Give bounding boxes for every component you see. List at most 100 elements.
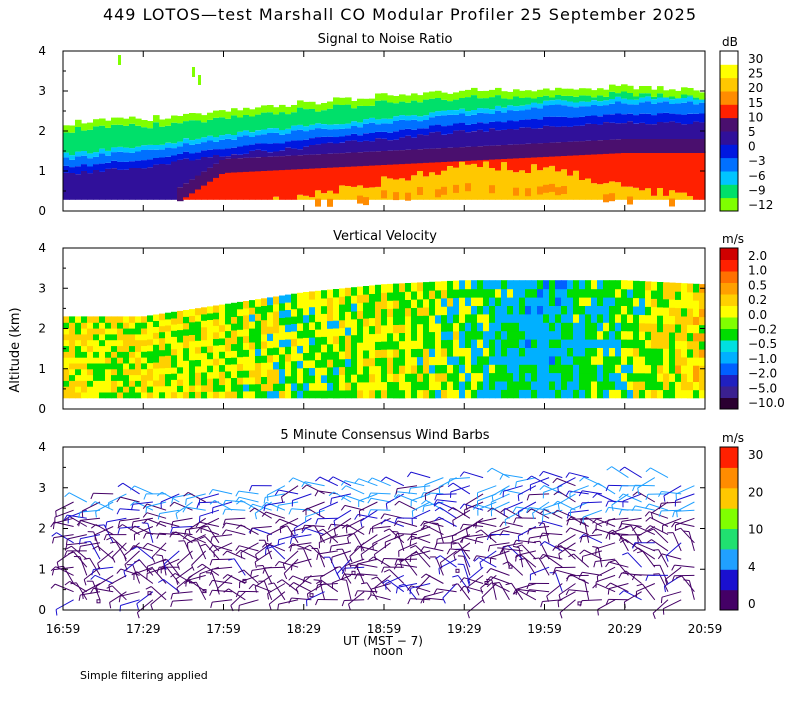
wind-barb: [373, 518, 391, 526]
snr-cell: [351, 187, 358, 200]
snr-cell: [501, 98, 508, 107]
vv-cell: [657, 356, 664, 365]
snr-cell: [387, 164, 394, 178]
snr-cell: [357, 196, 363, 204]
vv-cell: [261, 298, 268, 306]
snr-cell: [501, 113, 508, 123]
snr-cell: [633, 139, 640, 153]
snr-cell: [207, 141, 214, 150]
vv-cell: [435, 323, 442, 332]
vv-cell: [681, 316, 688, 325]
vv-cell: [633, 373, 640, 382]
snr-cell: [207, 136, 214, 141]
vv-cell: [651, 356, 658, 365]
snr-cell: [627, 114, 634, 122]
vv-cell: [159, 314, 166, 321]
vv-cell: [453, 306, 460, 315]
vv-cell: [261, 391, 268, 399]
y-tick-label: 1: [38, 362, 46, 376]
vv-cell: [123, 351, 130, 357]
vv-cell: [129, 351, 136, 357]
vv-cell: [591, 280, 598, 289]
wind-barb-flag: [580, 477, 584, 481]
snr-cell: [621, 114, 628, 123]
wind-barb-flag: [56, 511, 57, 517]
vv-cell: [129, 316, 136, 322]
vv-cell: [111, 351, 118, 357]
vv-cell: [279, 347, 286, 355]
wind-barb-flag: [439, 568, 440, 574]
snr-cell: [507, 99, 514, 105]
vv-cell: [621, 314, 628, 323]
vv-cell: [99, 328, 106, 334]
vv-cell: [117, 351, 124, 357]
snr-cell: [609, 114, 616, 123]
wind-barb-flag: [134, 560, 140, 562]
vv-cell: [201, 385, 208, 392]
vv-cell: [525, 280, 532, 289]
snr-cell: [687, 101, 694, 113]
snr-cell: [105, 156, 112, 163]
vv-cell: [111, 322, 118, 328]
vv-cell: [195, 308, 202, 315]
wind-barb-flag: [267, 536, 268, 542]
snr-cell: [141, 120, 148, 127]
vv-cell: [369, 342, 376, 351]
vv-cell: [147, 386, 154, 393]
vv-cell: [105, 363, 112, 369]
vv-cell: [69, 369, 76, 375]
vv-cell: [231, 323, 238, 330]
vv-cell: [351, 374, 358, 383]
snr-cell: [549, 105, 556, 117]
vv-cell: [651, 307, 658, 316]
vv-cell: [477, 280, 484, 289]
snr-cell: [687, 139, 694, 153]
snr-cell: [177, 142, 184, 147]
snr-cell: [459, 123, 466, 131]
vv-cell: [141, 328, 148, 334]
snr-cell: [657, 122, 664, 139]
vv-cell: [273, 369, 280, 377]
vv-cell: [555, 314, 562, 323]
snr-cell: [567, 127, 574, 142]
x-tick-label: 17:59: [206, 622, 241, 636]
snr-cell: [333, 105, 340, 125]
snr-cell: [675, 148, 682, 193]
snr-cell: [657, 93, 664, 97]
wind-barb-flag: [209, 490, 212, 495]
wind-barb: [95, 575, 113, 583]
snr-cell: [231, 168, 238, 200]
snr-cell: [243, 130, 250, 135]
vv-cell: [543, 289, 550, 298]
snr-cell: [615, 182, 622, 200]
vv-cell: [321, 375, 328, 383]
vv-cell: [453, 289, 460, 298]
vv-cell: [681, 324, 688, 333]
vv-cell: [159, 356, 166, 363]
snr-cell: [345, 135, 352, 141]
vv-cell: [375, 309, 382, 318]
snr-cell: [399, 115, 406, 120]
wind-barb-flag: [120, 606, 121, 612]
vv-cell: [273, 304, 280, 312]
colorbar-label: −2.0: [748, 367, 777, 381]
vv-cell: [63, 322, 70, 328]
vv-cell: [321, 382, 328, 390]
snr-cell: [291, 130, 298, 140]
vv-cell: [663, 332, 670, 341]
snr-cell: [351, 134, 358, 141]
vv-cell: [537, 322, 544, 331]
snr-cell: [261, 143, 268, 151]
vv-cell: [279, 390, 286, 398]
vv-cell: [489, 331, 496, 340]
vv-cell: [159, 392, 166, 399]
vv-cell: [645, 298, 652, 307]
snr-cell: [669, 97, 676, 100]
vv-cell: [603, 339, 610, 348]
vv-cell: [225, 337, 232, 344]
vv-cell: [591, 356, 598, 365]
vv-cell: [441, 356, 448, 365]
wind-barb-flag: [475, 538, 476, 544]
vv-cell: [435, 331, 442, 340]
wind-barb: [397, 559, 417, 560]
